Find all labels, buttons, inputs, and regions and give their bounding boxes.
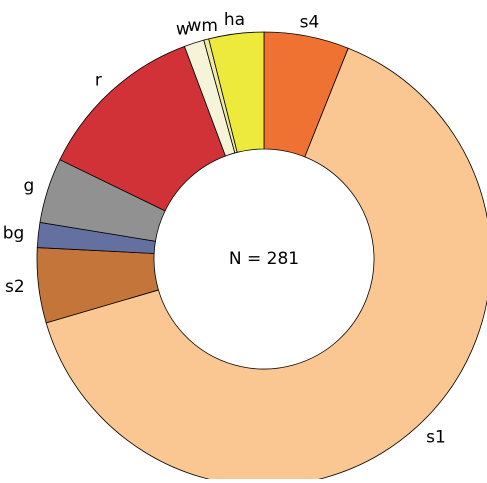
donut-slice: [45, 47, 487, 483]
slice-label: s1: [426, 427, 446, 447]
slice-label: s2: [5, 277, 25, 297]
slice-label: s4: [300, 12, 320, 32]
slice-label: w: [176, 20, 190, 40]
slice-label: bg: [3, 223, 25, 243]
slice-label: wm: [187, 16, 217, 36]
center-label: N = 281: [229, 249, 299, 269]
slice-label: g: [24, 176, 35, 196]
slice-label: r: [95, 71, 102, 91]
slice-label: ha: [224, 10, 245, 30]
donut-slice: [208, 31, 265, 153]
